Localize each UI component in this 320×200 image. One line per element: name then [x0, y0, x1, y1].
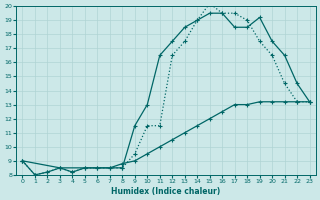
X-axis label: Humidex (Indice chaleur): Humidex (Indice chaleur) — [111, 187, 221, 196]
